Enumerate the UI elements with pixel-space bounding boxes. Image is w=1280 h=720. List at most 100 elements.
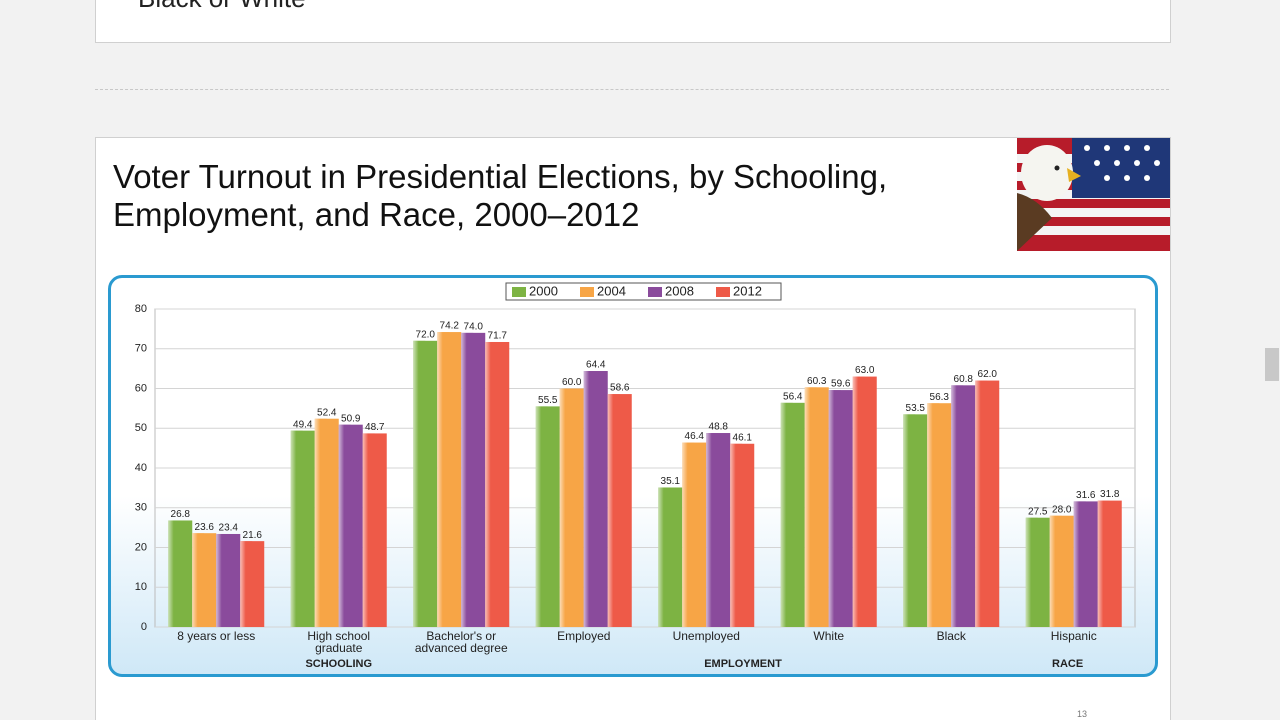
x-tick-label: White — [813, 629, 845, 643]
legend-swatch — [648, 287, 662, 297]
bar-shine — [730, 443, 743, 627]
slide-separator — [95, 89, 1169, 90]
legend-swatch — [716, 287, 730, 297]
value-label: 55.5 — [538, 395, 558, 406]
value-label: 46.4 — [685, 431, 705, 442]
x-tick-label: Unemployed — [672, 629, 740, 643]
value-label: 26.8 — [171, 509, 191, 520]
value-label: 64.4 — [586, 360, 606, 371]
x-tick-label: 8 years or less — [177, 629, 256, 643]
legend-swatch — [512, 287, 526, 297]
bar-shine — [192, 533, 205, 627]
bar-shine — [1097, 500, 1110, 627]
x-tick-label: Bachelor's or advanced degree — [414, 629, 508, 655]
value-label: 28.0 — [1052, 504, 1072, 515]
slide-title: Voter Turnout in Presidential Elections,… — [113, 158, 888, 233]
value-label: 60.8 — [954, 374, 974, 385]
value-label: 56.3 — [930, 392, 950, 403]
value-label: 74.2 — [440, 321, 460, 332]
y-tick-label: 20 — [135, 541, 147, 553]
value-label: 71.7 — [488, 331, 508, 342]
slide-text: Black or White — [138, 0, 306, 14]
value-label: 58.6 — [610, 383, 630, 394]
legend-swatch — [580, 287, 594, 297]
value-label: 59.6 — [831, 379, 851, 390]
bar-shine — [216, 533, 229, 627]
bar-shine — [461, 332, 474, 627]
value-label: 48.8 — [709, 422, 729, 433]
bar-shine — [485, 341, 498, 627]
value-label: 31.6 — [1076, 490, 1096, 501]
bar-shine — [1025, 517, 1038, 627]
legend-box — [505, 282, 782, 301]
y-tick-label: 70 — [135, 343, 147, 355]
value-label: 62.0 — [978, 369, 998, 380]
value-label: 35.1 — [661, 476, 681, 487]
value-label: 56.4 — [783, 391, 803, 402]
bar-shine — [168, 520, 181, 627]
bar-shine — [852, 376, 865, 627]
value-label: 23.6 — [195, 522, 215, 533]
y-tick-label: 30 — [135, 502, 147, 514]
scrollbar-thumb[interactable] — [1265, 348, 1279, 381]
bar-shine — [828, 390, 841, 627]
value-label: 46.1 — [733, 432, 753, 443]
legend-label: 2004 — [597, 283, 626, 298]
flag-image — [1017, 138, 1170, 251]
y-tick-label: 40 — [135, 462, 147, 474]
y-tick-label: 0 — [141, 621, 147, 633]
legend-label: 2012 — [733, 283, 762, 298]
bar-shine — [975, 380, 988, 627]
bar-shine — [607, 394, 620, 627]
previous-slide[interactable]: Black or White — [95, 0, 1171, 43]
bar-shine — [583, 371, 596, 627]
value-label: 50.9 — [341, 413, 361, 424]
value-label: 31.8 — [1100, 489, 1120, 500]
bar-shine — [706, 433, 719, 627]
y-tick-label: 50 — [135, 422, 147, 434]
value-label: 74.0 — [464, 321, 484, 332]
legend-label: 2000 — [529, 283, 558, 298]
bar-shine — [559, 388, 572, 627]
value-label: 21.6 — [243, 530, 263, 541]
bar-shine — [314, 418, 327, 627]
bar-shine — [903, 414, 916, 627]
value-label: 49.4 — [293, 419, 313, 430]
value-label: 23.4 — [219, 523, 239, 534]
value-label: 48.7 — [365, 422, 385, 433]
bar-shine — [780, 402, 793, 627]
bar-shine — [437, 332, 450, 627]
x-tick-label: Employed — [557, 629, 611, 643]
y-tick-label: 10 — [135, 581, 147, 593]
bar-shine — [804, 387, 817, 627]
bar-shine — [927, 403, 940, 627]
value-label: 27.5 — [1028, 506, 1048, 517]
value-label: 53.5 — [906, 403, 926, 414]
bar-shine — [682, 442, 695, 627]
bar-shine — [951, 385, 964, 627]
value-label: 52.4 — [317, 407, 337, 418]
value-label: 60.3 — [807, 376, 827, 387]
bar-shine — [413, 340, 426, 627]
x-tick-label: Hispanic — [1050, 629, 1097, 643]
y-tick-label: 80 — [135, 303, 147, 315]
bar-shine — [1049, 515, 1062, 627]
group-label: EMPLOYMENT — [704, 658, 782, 670]
bar-shine — [658, 487, 671, 627]
x-tick-label: High school graduate — [307, 629, 371, 655]
value-label: 63.0 — [855, 365, 875, 376]
bar-shine — [240, 541, 253, 627]
group-label: RACE — [1052, 658, 1084, 670]
x-tick-label: Black — [936, 629, 966, 643]
bar-shine — [1073, 501, 1086, 627]
group-label: SCHOOLING — [305, 658, 373, 670]
value-label: 72.0 — [416, 329, 436, 340]
value-label: 60.0 — [562, 377, 582, 388]
bar-shine — [290, 430, 303, 627]
bar-shine — [362, 433, 375, 627]
bar-shine — [338, 424, 351, 627]
page-number: 13 — [1077, 709, 1088, 719]
legend-label: 2008 — [665, 283, 694, 298]
